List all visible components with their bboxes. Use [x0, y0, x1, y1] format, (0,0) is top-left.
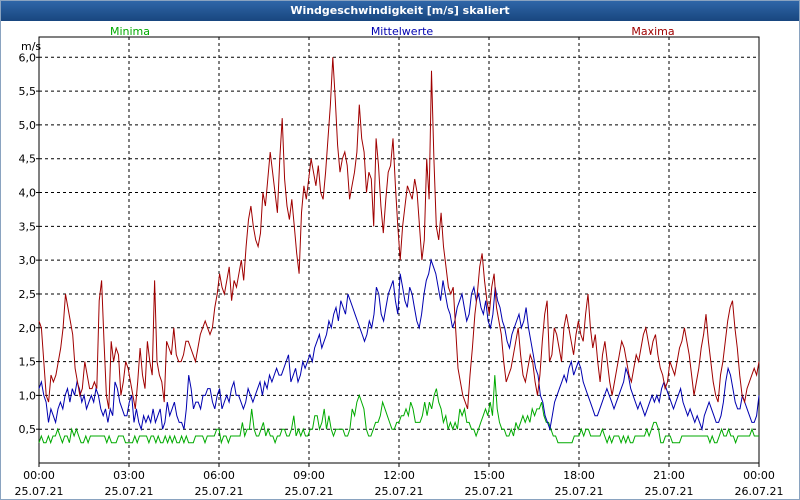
x-tick-date: 26.07.21 [735, 485, 784, 498]
x-tick-time: 09:00 [293, 469, 325, 482]
series-line-maxima [38, 57, 760, 410]
x-axis-ticks: 00:00 25.07.21 03:00 25.07.21 06:00 25.07.21 0… [15, 463, 784, 498]
legend-maxima: Maxima [631, 25, 674, 38]
series-line-mittelwerte [38, 258, 760, 432]
legend-mittelwerte: Mittelwerte [371, 25, 434, 38]
x-tick-date: 25.07.21 [555, 485, 604, 498]
y-tick-label: 3,5 [19, 220, 37, 233]
y-axis-label: m/s [21, 40, 41, 53]
x-tick-date: 25.07.21 [195, 485, 244, 498]
y-tick-label: 4,5 [19, 153, 37, 166]
x-tick-time: 00:00 [23, 469, 55, 482]
x-tick-time: 03:00 [113, 469, 145, 482]
x-tick-date: 25.07.21 [375, 485, 424, 498]
y-tick-label: 0,5 [19, 423, 37, 436]
y-tick-label: 4,0 [19, 187, 37, 200]
x-tick-date: 25.07.21 [285, 485, 334, 498]
x-tick-date: 25.07.21 [15, 485, 64, 498]
x-tick-time: 18:00 [563, 469, 595, 482]
y-tick-label: 6,0 [19, 51, 37, 64]
y-tick-label: 1,5 [19, 356, 37, 369]
x-tick-date: 25.07.21 [105, 485, 154, 498]
y-axis-ticks: 0,5 1,0 1,5 2,0 2,5 3,0 3,5 4,0 4,5 5,0 5,5 6,0 [19, 51, 39, 436]
y-tick-label: 2,5 [19, 288, 37, 301]
y-tick-label: 2,0 [19, 322, 37, 335]
x-tick-date: 25.07.21 [645, 485, 694, 498]
x-tick-time: 00:00 [743, 469, 775, 482]
x-tick-date: 25.07.21 [465, 485, 514, 498]
y-tick-label: 5,5 [19, 85, 37, 98]
x-tick-time: 06:00 [203, 469, 235, 482]
x-tick-time: 21:00 [653, 469, 685, 482]
y-tick-label: 3,0 [19, 254, 37, 267]
y-tick-label: 5,0 [19, 119, 37, 132]
legend-minima: Minima [110, 25, 150, 38]
y-tick-label: 1,0 [19, 389, 37, 402]
series-line-minima [38, 375, 759, 445]
x-tick-time: 15:00 [473, 469, 505, 482]
series-layer [38, 57, 760, 445]
x-tick-time: 12:00 [383, 469, 415, 482]
chart-title: Windgeschwindigkeit [m/s] skaliert [1, 1, 799, 21]
